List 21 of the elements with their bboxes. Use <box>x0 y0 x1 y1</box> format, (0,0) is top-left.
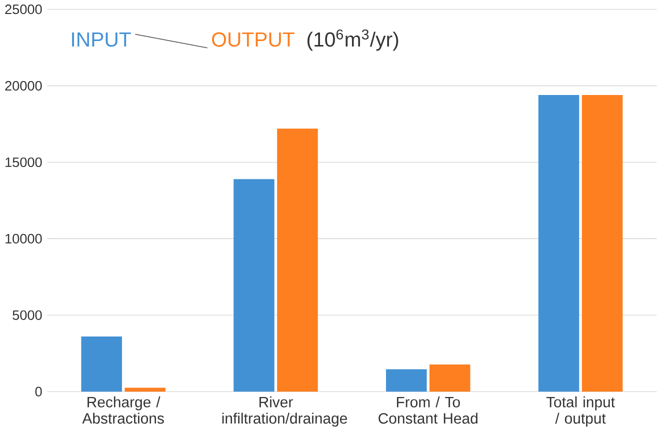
bar <box>81 336 122 392</box>
text: INPUT <box>72 32 131 47</box>
y-tick-label: 20000 <box>5 80 42 91</box>
bar <box>582 94 623 392</box>
y-tick-label: 10000 <box>6 234 42 244</box>
x-tick-label: From / To Constant Head <box>378 396 478 424</box>
bar <box>386 369 427 392</box>
bar <box>277 128 318 392</box>
bar <box>538 94 580 392</box>
y-tick-label: 0 <box>35 386 42 396</box>
x-tick-label: Recharge / Abstractions <box>82 396 164 424</box>
bar <box>429 364 470 392</box>
bar <box>124 388 166 392</box>
bar <box>234 178 274 392</box>
text: OUTPUT <box>212 32 294 47</box>
y-tick-label: 5000 <box>12 310 42 320</box>
y-tick-label: 15000 <box>6 157 42 167</box>
x-tick-label: Total input / output <box>546 396 615 427</box>
x-tick-label: River infiltration/drainage <box>222 396 348 427</box>
y-tick-label: 25000 <box>5 4 42 14</box>
y-axis-title: (10$^{6}$m$^{3}$/yr) <box>308 29 398 51</box>
